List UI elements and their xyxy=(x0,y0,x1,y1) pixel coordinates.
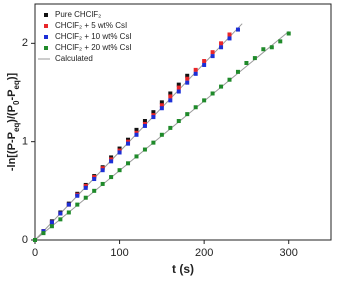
data-point xyxy=(193,71,198,76)
data-point xyxy=(151,110,156,115)
data-point xyxy=(219,41,224,46)
y-axis-label-part: eq xyxy=(12,123,21,132)
data-point xyxy=(134,127,139,132)
data-point xyxy=(117,168,122,173)
x-axis-label: t (s) xyxy=(172,262,194,276)
data-point xyxy=(134,132,139,137)
data-point xyxy=(126,141,131,146)
data-point xyxy=(117,150,122,155)
data-point xyxy=(159,132,164,137)
data-point xyxy=(185,76,190,81)
data-point xyxy=(235,69,240,74)
data-point xyxy=(75,193,80,198)
data-point xyxy=(185,112,190,117)
data-point xyxy=(159,103,164,108)
legend-label: CHClF₂ + 5 wt% CsI xyxy=(55,21,127,30)
legend-marker xyxy=(44,35,48,39)
data-point xyxy=(185,73,190,78)
data-point xyxy=(100,168,105,173)
legend-marker xyxy=(44,13,48,17)
data-point xyxy=(168,125,173,130)
data-point xyxy=(83,185,88,190)
data-point xyxy=(210,50,215,55)
data-point xyxy=(109,159,114,164)
data-point xyxy=(227,36,232,41)
data-point xyxy=(75,202,80,207)
data-point xyxy=(176,82,181,87)
data-point xyxy=(41,231,46,236)
data-point xyxy=(202,59,207,64)
y-axis-label-part: -P xyxy=(6,90,18,101)
data-point xyxy=(168,91,173,96)
data-point xyxy=(176,89,181,94)
y-axis-label-part: )] xyxy=(6,73,18,81)
data-point xyxy=(252,56,257,61)
data-point xyxy=(159,106,164,111)
y-axis-label: -ln[(P-Peq)/(P0-Peq)] xyxy=(6,73,21,172)
data-point xyxy=(261,47,266,52)
y-tick-label: 2 xyxy=(22,37,28,49)
data-point xyxy=(202,62,207,67)
y-axis-label-part: 0 xyxy=(12,100,21,105)
data-point xyxy=(83,195,88,200)
data-point xyxy=(219,84,224,89)
y-axis-label-part: )/(P xyxy=(6,105,18,123)
legend-label: Pure CHClF₂ xyxy=(55,10,101,19)
data-point xyxy=(58,211,63,216)
data-point xyxy=(269,45,274,50)
data-point xyxy=(49,220,54,225)
data-point xyxy=(278,39,283,44)
data-point xyxy=(168,94,173,99)
data-point xyxy=(286,31,291,36)
data-point xyxy=(66,202,71,207)
data-point xyxy=(109,175,114,180)
x-tick-label: 300 xyxy=(280,247,298,259)
data-point xyxy=(92,188,97,193)
legend-marker xyxy=(44,46,48,50)
x-tick-label: 200 xyxy=(195,247,213,259)
y-tick-label: 1 xyxy=(22,136,28,148)
data-point xyxy=(176,119,181,124)
legend-label: CHClF₂ + 10 wt% CsI xyxy=(55,32,132,41)
data-point xyxy=(49,224,54,229)
data-point xyxy=(185,80,190,85)
data-point xyxy=(193,67,198,72)
data-point xyxy=(58,217,63,222)
legend-marker xyxy=(44,24,48,28)
x-tick-label: 100 xyxy=(110,247,128,259)
data-point xyxy=(92,177,97,182)
data-point xyxy=(219,45,224,50)
data-point xyxy=(193,105,198,110)
y-axis-label-part: -ln[(P-P xyxy=(6,132,18,171)
data-point xyxy=(227,32,232,37)
data-point xyxy=(142,119,147,124)
data-point xyxy=(100,181,105,186)
data-point xyxy=(33,238,37,242)
y-tick-label: 0 xyxy=(22,234,28,246)
data-point xyxy=(210,54,215,59)
data-point xyxy=(151,115,156,120)
data-point xyxy=(126,161,131,166)
data-point xyxy=(134,154,139,159)
data-point xyxy=(159,100,164,105)
data-point xyxy=(244,61,249,65)
data-point xyxy=(210,91,215,96)
data-point xyxy=(227,77,232,82)
data-point xyxy=(142,123,147,128)
legend-label: CHClF₂ + 20 wt% CsI xyxy=(55,43,132,52)
y-axis-label-part: eq xyxy=(12,80,21,89)
legend-label: Calculated xyxy=(55,54,93,63)
data-point xyxy=(142,147,147,152)
data-point xyxy=(176,85,181,90)
plot-frame xyxy=(34,3,332,241)
data-point xyxy=(235,27,240,32)
data-point xyxy=(66,210,71,215)
x-tick-label: 0 xyxy=(32,247,38,259)
data-point xyxy=(151,140,156,145)
data-point xyxy=(168,98,173,103)
data-point xyxy=(202,98,207,103)
